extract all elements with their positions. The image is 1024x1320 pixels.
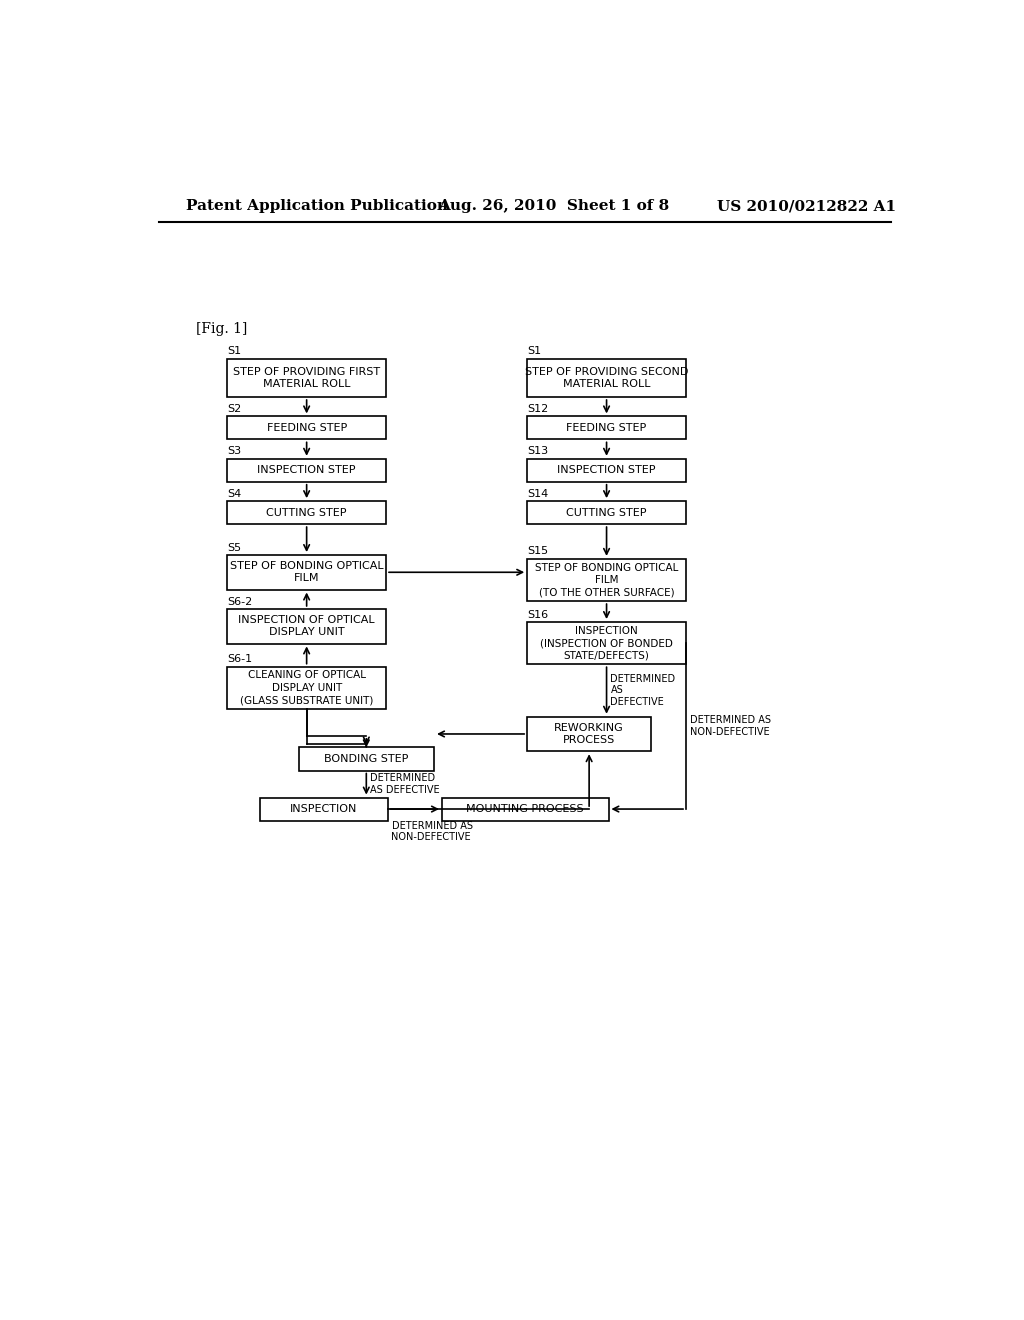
Text: BONDING STEP: BONDING STEP [325,754,409,764]
Text: INSPECTION OF OPTICAL
DISPLAY UNIT: INSPECTION OF OPTICAL DISPLAY UNIT [239,615,375,638]
Text: STEP OF BONDING OPTICAL
FILM
(TO THE OTHER SURFACE): STEP OF BONDING OPTICAL FILM (TO THE OTH… [535,562,678,598]
Text: INSPECTION STEP: INSPECTION STEP [557,465,655,475]
Text: S6-2: S6-2 [227,597,253,607]
Bar [527,359,686,397]
Text: CUTTING STEP: CUTTING STEP [266,508,347,517]
Text: Aug. 26, 2010  Sheet 1 of 8: Aug. 26, 2010 Sheet 1 of 8 [438,199,670,213]
Bar [227,459,386,482]
Bar [299,747,434,771]
Text: FEEDING STEP: FEEDING STEP [566,422,647,433]
Text: DETERMINED AS
NON-DEFECTIVE: DETERMINED AS NON-DEFECTIVE [391,821,472,842]
Text: S13: S13 [527,446,548,457]
Bar [442,797,608,821]
Text: S3: S3 [227,446,242,457]
Text: STEP OF PROVIDING SECOND
MATERIAL ROLL: STEP OF PROVIDING SECOND MATERIAL ROLL [525,367,688,389]
Bar [527,416,686,440]
Text: [Fig. 1]: [Fig. 1] [197,322,248,335]
Text: INSPECTION STEP: INSPECTION STEP [257,465,356,475]
Text: S16: S16 [527,610,548,619]
Text: INSPECTION
(INSPECTION OF BONDED
STATE/DEFECTS): INSPECTION (INSPECTION OF BONDED STATE/D… [540,626,673,660]
Text: CUTTING STEP: CUTTING STEP [566,508,647,517]
Bar [527,459,686,482]
Text: REWORKING
PROCESS: REWORKING PROCESS [554,723,624,746]
Text: Patent Application Publication: Patent Application Publication [186,199,449,213]
Bar [227,609,386,644]
Text: S4: S4 [227,488,242,499]
Bar [227,667,386,709]
Bar [227,416,386,440]
Text: CLEANING OF OPTICAL
DISPLAY UNIT
(GLASS SUBSTRATE UNIT): CLEANING OF OPTICAL DISPLAY UNIT (GLASS … [240,671,374,705]
Text: INSPECTION: INSPECTION [290,804,357,814]
Bar [227,554,386,590]
Text: DETERMINED
AS DEFECTIVE: DETERMINED AS DEFECTIVE [371,774,440,795]
Text: S6-1: S6-1 [227,655,252,664]
Text: FEEDING STEP: FEEDING STEP [266,422,347,433]
Bar [527,622,686,664]
Text: STEP OF BONDING OPTICAL
FILM: STEP OF BONDING OPTICAL FILM [229,561,383,583]
Text: STEP OF PROVIDING FIRST
MATERIAL ROLL: STEP OF PROVIDING FIRST MATERIAL ROLL [233,367,380,389]
Text: DETERMINED AS
NON-DEFECTIVE: DETERMINED AS NON-DEFECTIVE [690,715,771,737]
Text: S5: S5 [227,543,242,553]
Text: S12: S12 [527,404,549,414]
Text: S14: S14 [527,488,549,499]
Bar [527,717,651,751]
Text: MOUNTING PROCESS: MOUNTING PROCESS [466,804,584,814]
Bar [527,558,686,601]
Text: S2: S2 [227,404,242,414]
Text: S15: S15 [527,546,548,557]
Text: S1: S1 [527,346,542,356]
Bar [527,502,686,524]
Bar [260,797,388,821]
Text: DETERMINED
AS
DEFECTIVE: DETERMINED AS DEFECTIVE [610,675,676,708]
Text: S1: S1 [227,346,242,356]
Bar [227,359,386,397]
Bar [227,502,386,524]
Text: US 2010/0212822 A1: US 2010/0212822 A1 [717,199,896,213]
